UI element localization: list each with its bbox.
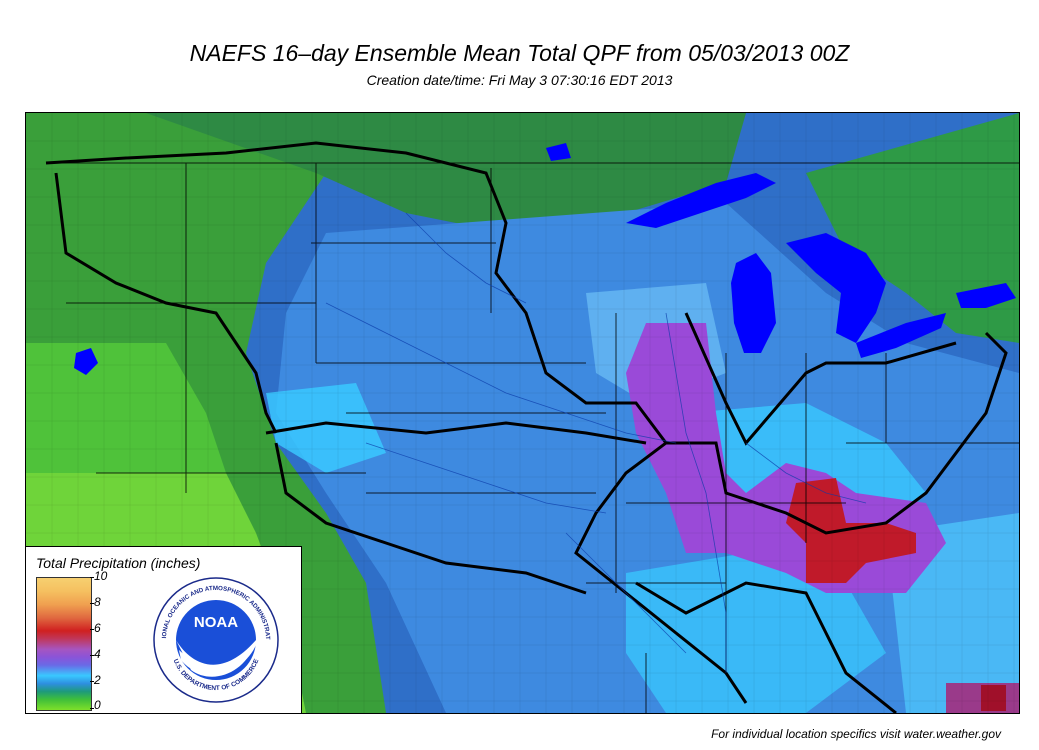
tick-label-6: 6 [94, 621, 101, 635]
tick-label-4: 4 [94, 647, 101, 661]
lake-erie [856, 313, 946, 358]
tick-mark-6 [90, 629, 94, 630]
red-patch-coast [981, 685, 1006, 711]
map-title: NAEFS 16–day Ensemble Mean Total QPF fro… [189, 40, 850, 66]
cyan-patch-south [626, 553, 886, 713]
river-network [325, 212, 867, 673]
green-region-north [146, 113, 746, 233]
lake-michigan [731, 253, 776, 353]
tick-mark-2 [90, 681, 94, 682]
tick-mark-4 [90, 655, 94, 656]
red-region-max [786, 478, 916, 583]
river-basin-boundaries [45, 141, 1008, 713]
lake-superior [626, 173, 776, 228]
precipitation-colorbar [36, 577, 92, 711]
lake-ontario [956, 283, 1016, 308]
tick-mark-8 [90, 603, 94, 604]
tick-label-0: 0 [94, 698, 101, 712]
tick-label-2: 2 [94, 673, 101, 687]
lake-huron [786, 233, 886, 343]
tick-mark-0 [90, 708, 94, 709]
state-boundaries [46, 162, 1019, 713]
lake-winnipeg-part [546, 143, 571, 161]
cyan-patch-plains [266, 383, 386, 473]
legend-title: Total Precipitation (inches) [36, 555, 201, 571]
logo-center-text: NOAA [194, 614, 238, 631]
tick-label-8: 8 [94, 595, 101, 609]
tick-mark-10 [90, 577, 94, 578]
noaa-logo: NATIONAL OCEANIC AND ATMOSPHERIC ADMINIS… [151, 575, 279, 703]
footer-note: For individual location specifics visit … [711, 727, 1001, 741]
green-region-northeast [806, 113, 1019, 343]
great-salt-lake [74, 348, 98, 375]
green-region-midwest [26, 343, 226, 473]
creation-date: Creation date/time: Fri May 3 07:30:16 E… [366, 72, 673, 88]
legend-box: Total Precipitation (inches) 10 8 6 4 2 … [26, 546, 302, 713]
tick-label-10: 10 [94, 569, 108, 583]
